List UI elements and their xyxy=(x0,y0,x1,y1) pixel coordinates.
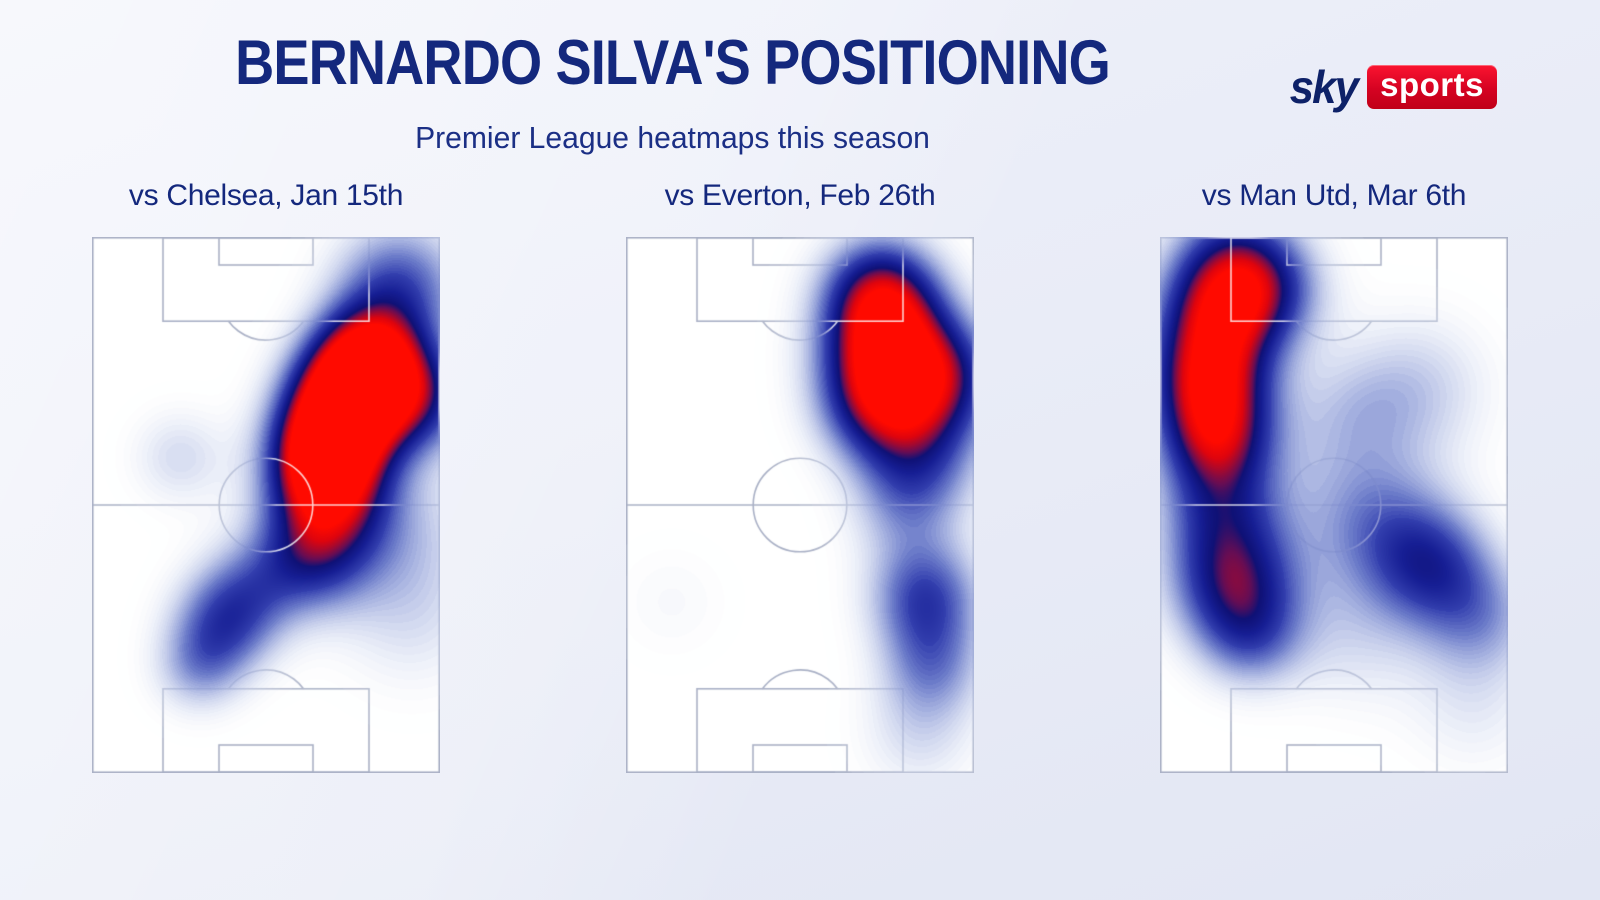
heatmap-canvas xyxy=(92,237,440,773)
sky-sports-logo: sky sports xyxy=(1288,64,1497,110)
heatmap-canvas xyxy=(1160,237,1508,773)
heatmap-panel-chelsea: vs Chelsea, Jan 15th xyxy=(92,178,440,773)
football-pitch xyxy=(626,237,974,773)
sky-wordmark: sky xyxy=(1290,61,1359,113)
football-pitch xyxy=(1160,237,1508,773)
panel-title: vs Chelsea, Jan 15th xyxy=(128,179,404,212)
sports-wordmark: sports xyxy=(1367,65,1497,109)
heatmap-panel-man-utd: vs Man Utd, Mar 6th xyxy=(1160,178,1508,773)
football-pitch xyxy=(92,237,440,773)
page-title: BERNARDO SILVA'S POSITIONING xyxy=(235,28,1111,98)
heatmap-panel-everton: vs Everton, Feb 26th xyxy=(626,178,974,773)
page-subtitle: Premier League heatmaps this season xyxy=(415,120,930,155)
panel-title: vs Man Utd, Mar 6th xyxy=(1201,179,1467,212)
panel-title: vs Everton, Feb 26th xyxy=(664,179,936,212)
heatmap-canvas xyxy=(626,237,974,773)
